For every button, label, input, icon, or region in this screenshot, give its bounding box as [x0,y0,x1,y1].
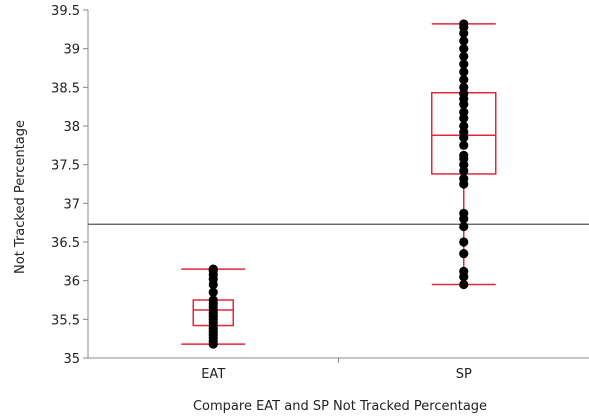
y-tick-label: 39.5 [51,4,80,19]
y-tick-label: 37.5 [51,159,80,174]
x-axis-label: Compare EAT and SP Not Tracked Percentag… [193,399,487,414]
data-point [459,44,469,54]
plot-frame [87,10,589,359]
data-point [459,36,469,46]
data-point [459,19,469,29]
data-point [459,266,469,276]
y-axis-label: Not Tracked Percentage [13,120,28,274]
data-point [459,173,469,184]
y-axis-ticks: 35 35.5 36 36.5 37 37.5 38 38.5 39 39.5 [51,4,88,367]
data-point [459,82,469,92]
y-tick-label: 36 [63,275,80,290]
data-point [459,237,469,247]
data-point [459,51,469,62]
y-tick-label: 35.5 [51,313,80,328]
data-point [208,264,218,274]
data-point [459,121,469,131]
data-point [208,287,218,297]
y-tick-label: 38.5 [51,81,80,96]
y-tick-label: 35 [63,352,80,367]
data-point [459,279,469,290]
data-point [459,67,469,77]
data-point [459,221,469,232]
data-point [459,107,469,117]
data-point [459,75,469,85]
data-point [459,140,469,150]
data-point [459,249,469,259]
x-tick-label: SP [456,367,472,382]
data-point [459,150,469,160]
x-axis-ticks: EAT SP [201,358,472,382]
data-point [459,208,469,218]
boxes-group [181,23,497,345]
data-point [208,295,218,305]
y-tick-label: 36.5 [51,236,80,251]
y-tick-label: 37 [63,197,80,212]
data-point [459,59,469,69]
y-tick-label: 38 [63,120,80,135]
y-tick-label: 39 [63,43,80,58]
x-tick-label: EAT [201,367,225,382]
points-group [208,19,469,349]
